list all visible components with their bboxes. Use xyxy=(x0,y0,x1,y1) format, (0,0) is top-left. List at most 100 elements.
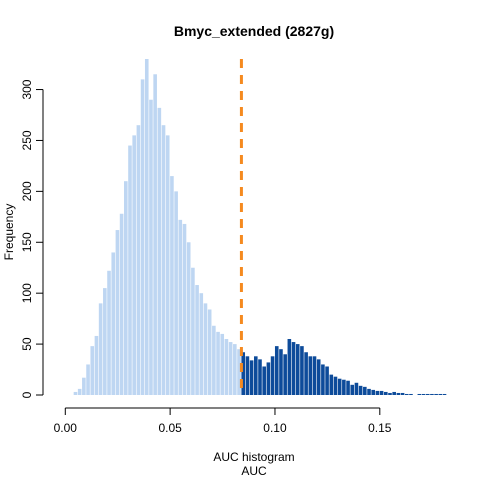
histogram-bar xyxy=(254,356,258,395)
histogram-bar xyxy=(228,342,233,395)
histogram-bar xyxy=(224,339,229,395)
histogram-bar xyxy=(396,392,401,395)
x-axis-label-secondary: AUC xyxy=(241,464,267,478)
histogram-bar xyxy=(425,393,430,395)
histogram-bar xyxy=(442,393,447,395)
histogram-bar xyxy=(203,303,208,395)
x-axis-label: AUC histogram xyxy=(213,450,294,464)
histogram-bar xyxy=(358,385,363,395)
y-tick-label: 0 xyxy=(20,391,34,398)
histogram-bar xyxy=(161,125,166,395)
histogram-bar xyxy=(245,356,250,395)
histogram-bar xyxy=(375,390,380,395)
histogram-bar xyxy=(144,59,149,395)
x-tick-label: 0.00 xyxy=(54,421,78,435)
histogram-bar xyxy=(367,388,371,395)
histogram-bar xyxy=(149,99,153,396)
x-tick-label: 0.10 xyxy=(263,421,287,435)
histogram-bar xyxy=(73,391,78,395)
histogram-bar xyxy=(350,384,355,395)
histogram-bar xyxy=(153,74,157,395)
histogram-bar xyxy=(354,382,359,395)
y-tick-label: 250 xyxy=(20,130,34,150)
histogram-bar xyxy=(216,331,220,395)
histogram-bar xyxy=(207,309,212,395)
histogram-bar xyxy=(195,285,199,395)
y-tick-label: 150 xyxy=(20,232,34,252)
histogram-bar xyxy=(434,393,438,395)
histogram-bar xyxy=(237,349,241,395)
histogram-bar xyxy=(115,230,120,395)
histogram-bar xyxy=(304,352,308,395)
histogram-bar xyxy=(86,364,90,395)
histogram-bar xyxy=(191,267,195,395)
histogram-bar xyxy=(371,389,376,395)
histogram-bar xyxy=(337,378,342,395)
histogram-bar xyxy=(308,356,313,395)
histogram-bar xyxy=(157,107,162,395)
histogram-bar xyxy=(124,181,128,395)
histogram-bar xyxy=(82,377,86,395)
histogram-bar xyxy=(279,349,283,395)
histogram-bar xyxy=(342,379,346,395)
histogram-bar xyxy=(119,213,124,395)
histogram-bar xyxy=(421,393,426,395)
histogram-bar xyxy=(233,344,237,395)
y-tick-label: 50 xyxy=(20,337,34,351)
chart-title: Bmyc_extended (2827g) xyxy=(174,23,334,39)
histogram-bar xyxy=(333,376,338,395)
histogram-bar xyxy=(295,344,300,395)
histogram-bar xyxy=(283,354,287,395)
histogram-bar xyxy=(165,135,170,395)
histogram-bar xyxy=(262,366,266,395)
histogram-bar xyxy=(346,380,350,395)
histogram-bar xyxy=(107,270,111,395)
histogram-bar xyxy=(186,242,191,395)
x-tick-label: 0.05 xyxy=(158,421,182,435)
histogram-bar xyxy=(329,374,334,395)
histogram-bar xyxy=(220,333,225,395)
histogram-bar xyxy=(270,356,275,395)
y-tick-label: 200 xyxy=(20,181,34,201)
histogram-bar xyxy=(312,356,317,395)
histogram-bar xyxy=(384,391,388,395)
histogram-bar xyxy=(400,392,405,395)
histogram-bar xyxy=(316,359,321,395)
histogram-bar xyxy=(90,346,95,395)
histogram-bar xyxy=(111,252,116,395)
histogram-bar xyxy=(325,366,329,395)
histogram-bar xyxy=(241,352,246,395)
histogram-bar xyxy=(291,342,296,395)
histogram-bar xyxy=(170,176,174,395)
histogram-bar xyxy=(388,392,392,395)
histogram-bar xyxy=(103,288,107,395)
histogram-bar xyxy=(98,303,103,395)
histogram-bar xyxy=(136,125,141,395)
histogram-bar xyxy=(77,388,82,395)
histogram-bar xyxy=(438,393,443,395)
x-axis: 0.00 0.05 0.10 0.15 xyxy=(54,407,392,435)
y-axis: 0 50 100 150 200 250 300 xyxy=(20,79,44,398)
histogram-bar xyxy=(94,335,99,395)
histogram-bar xyxy=(258,359,262,395)
histogram-bar xyxy=(287,339,292,395)
histogram-bar xyxy=(417,393,422,395)
histogram-bar xyxy=(392,391,396,395)
x-tick-label: 0.15 xyxy=(368,421,392,435)
y-axis-label: Frequency xyxy=(2,204,16,261)
histogram-bar xyxy=(174,191,178,395)
histogram-bar xyxy=(128,145,132,395)
histogram-bar xyxy=(321,364,325,395)
histogram-bar xyxy=(249,360,254,395)
histogram-bar xyxy=(404,393,409,395)
histogram-bar xyxy=(266,362,271,395)
histogram-bar xyxy=(409,393,413,395)
y-tick-label: 300 xyxy=(20,79,34,99)
histogram-bar xyxy=(182,223,187,395)
histogram-bar xyxy=(379,390,384,395)
histogram-bar xyxy=(300,346,304,395)
histogram-bar xyxy=(274,346,279,395)
y-tick-label: 100 xyxy=(20,283,34,303)
histogram-bar xyxy=(178,219,183,395)
